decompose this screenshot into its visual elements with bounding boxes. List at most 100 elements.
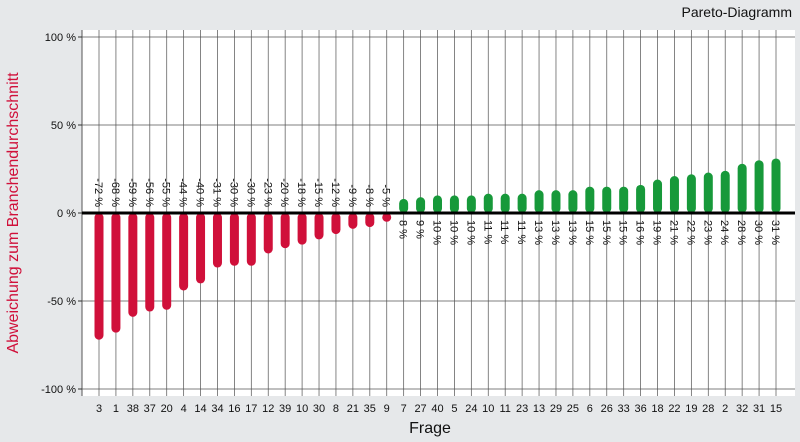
x-tick-label: 15	[770, 403, 782, 415]
x-tick-label: 6	[587, 403, 593, 415]
bar	[348, 213, 358, 229]
y-tick-label: 100 %	[45, 32, 76, 44]
x-tick-label: 5	[451, 403, 457, 415]
bar	[551, 190, 561, 213]
x-tick-label: 20	[161, 403, 173, 415]
bar	[246, 213, 256, 266]
x-tick-label: 32	[736, 403, 748, 415]
x-tick-label: 40	[431, 403, 443, 415]
y-tick-label: -50 %	[47, 296, 76, 308]
bar	[94, 213, 104, 340]
x-tick-label: 14	[194, 403, 206, 415]
x-tick-label: 2	[722, 403, 728, 415]
x-tick-label: 1	[113, 403, 119, 415]
value-label: 24 %	[718, 220, 730, 245]
y-axis-label: Abweichung zum Branchendurchschnitt	[5, 72, 22, 354]
value-label: -9 %	[346, 184, 358, 207]
bar	[720, 170, 730, 213]
value-label: -59 %	[126, 178, 138, 207]
x-tick-label: 38	[127, 403, 139, 415]
bar	[636, 184, 646, 213]
bar	[754, 160, 764, 213]
bar	[483, 193, 493, 213]
bar	[534, 190, 544, 213]
value-label: 11 %	[515, 220, 527, 244]
bar	[111, 213, 121, 333]
x-tick-label: 39	[279, 403, 291, 415]
bar	[365, 213, 375, 228]
bar	[229, 213, 239, 266]
x-tick-label: 7	[401, 403, 407, 415]
x-tick-label: 11	[499, 403, 510, 415]
x-tick-label: 37	[144, 403, 156, 415]
x-axis-label: Frage	[409, 420, 451, 437]
bar	[314, 213, 324, 240]
bar	[297, 213, 307, 245]
value-label: -20 %	[278, 178, 290, 207]
value-label: -72 %	[92, 178, 104, 207]
bar	[212, 213, 222, 268]
value-label: -23 %	[261, 178, 273, 207]
value-label: 31 %	[769, 220, 781, 245]
y-tick-label: 50 %	[51, 120, 76, 132]
bar	[500, 193, 510, 213]
bar	[331, 213, 341, 235]
value-label: -31 %	[210, 178, 222, 207]
value-label: 8 %	[397, 220, 409, 239]
value-label: -8 %	[363, 184, 375, 207]
value-label: -12 %	[329, 178, 341, 207]
bar	[433, 195, 442, 213]
bar	[771, 158, 781, 213]
value-label: 15 %	[583, 220, 595, 245]
value-label: -40 %	[194, 178, 206, 207]
value-label: -15 %	[312, 178, 324, 207]
bar	[416, 197, 426, 213]
value-label: 15 %	[600, 220, 612, 245]
value-label: -44 %	[177, 178, 189, 207]
x-tick-label: 13	[533, 403, 545, 415]
value-label: 21 %	[667, 220, 679, 245]
x-tick-label: 25	[567, 403, 579, 415]
value-label: -30 %	[244, 178, 256, 207]
x-tick-label: 34	[211, 403, 223, 415]
bar	[619, 186, 629, 213]
x-tick-label: 8	[333, 403, 339, 415]
bar	[128, 213, 138, 317]
y-tick-label: -100 %	[41, 384, 76, 396]
bar	[602, 186, 612, 213]
value-label: 16 %	[634, 220, 646, 245]
x-tick-label: 9	[384, 403, 390, 415]
value-label: -30 %	[227, 178, 239, 207]
bar	[179, 213, 189, 291]
bar	[653, 179, 663, 213]
x-tick-label: 3	[96, 403, 102, 415]
value-label: -56 %	[143, 178, 155, 207]
bar	[737, 163, 747, 213]
value-label: 22 %	[684, 220, 696, 245]
value-label: 9 %	[414, 220, 426, 239]
x-tick-label: 19	[685, 403, 697, 415]
bar	[517, 193, 527, 213]
x-tick-label: 17	[245, 403, 257, 415]
bar	[196, 213, 206, 284]
value-label: 11 %	[498, 220, 510, 244]
x-tick-label: 35	[364, 403, 376, 415]
value-label: 10 %	[464, 220, 476, 245]
value-label: 13 %	[532, 220, 544, 245]
value-label: 19 %	[651, 220, 663, 245]
x-tick-label: 30	[313, 403, 325, 415]
bar	[449, 195, 459, 213]
bar	[585, 186, 595, 213]
x-tick-label: 22	[668, 403, 680, 415]
bar	[568, 190, 578, 213]
x-tick-label: 10	[296, 403, 308, 415]
bar	[382, 213, 392, 222]
bar	[162, 213, 172, 310]
value-label: 11 %	[481, 220, 493, 244]
bar	[669, 176, 679, 213]
x-tick-label: 4	[181, 403, 187, 415]
x-tick-label: 10	[482, 403, 494, 415]
bar	[686, 174, 696, 213]
bar	[399, 198, 409, 213]
value-label: 23 %	[701, 220, 713, 245]
